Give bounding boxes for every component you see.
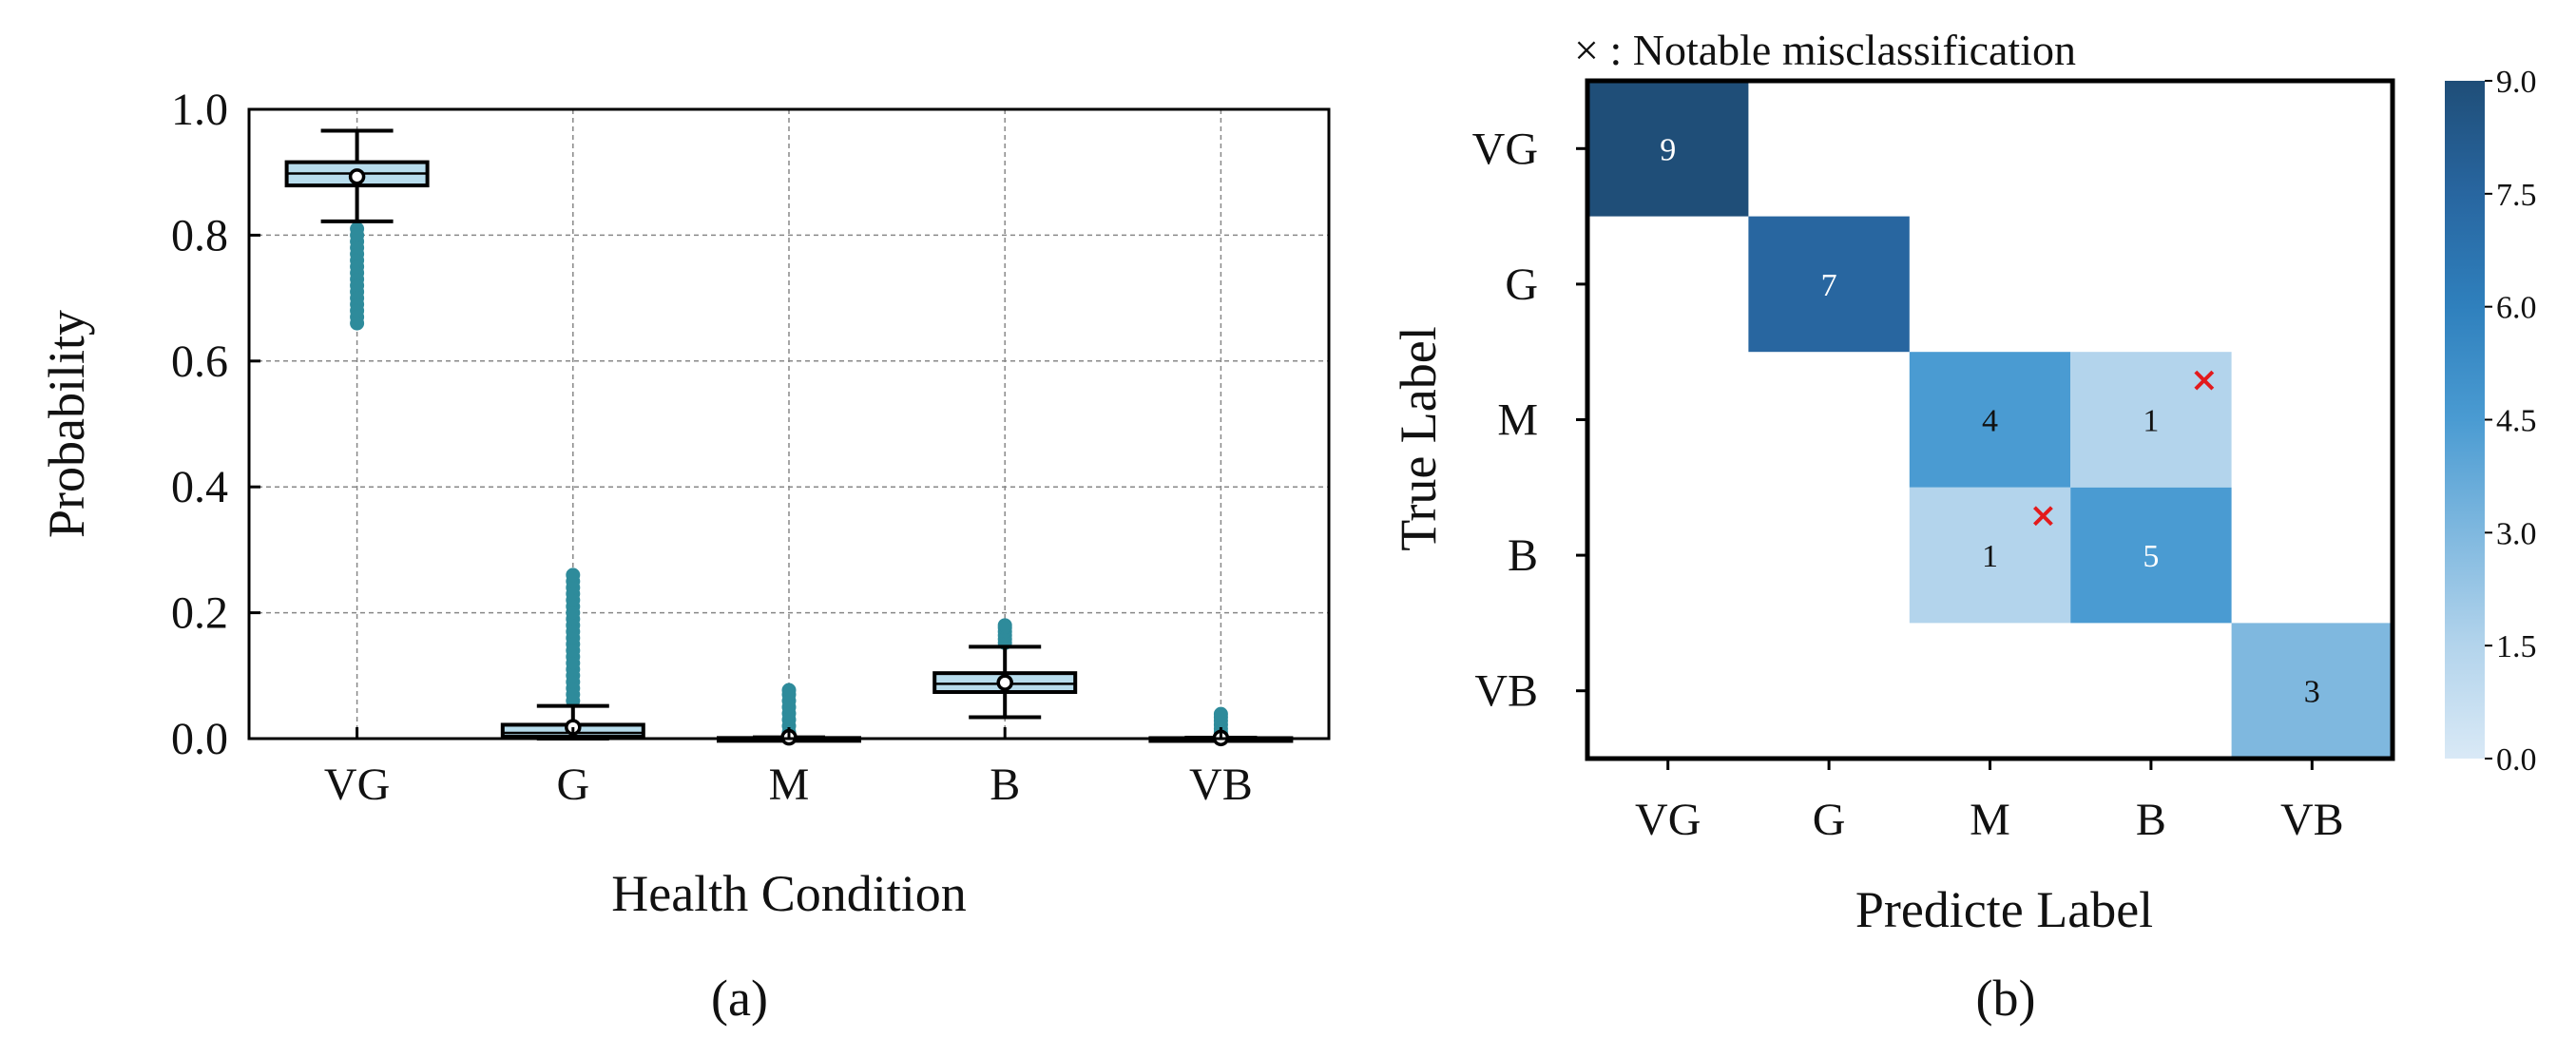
confusion-matrix-ticks: VG G M B VB VG G M B VB (1472, 124, 2344, 845)
matrix-cell-value: 9 (1660, 132, 1676, 167)
y-tick-label: M (1497, 395, 1538, 446)
y-tick-label: 0.4 (171, 462, 228, 512)
confusion-matrix-panel: 9 7 4 1 1 5 3 VG G M B VB VG G M B VB 0.0 1.5 3.0 4.5 6.0 7.… (1390, 26, 2537, 1027)
x-tick-label: B (2136, 795, 2166, 845)
matrix-cell (1909, 352, 2071, 488)
y-tick-label: B (1508, 530, 1538, 581)
box-plot-x-axis-title: Health Condition (611, 865, 966, 922)
x-tick-label: B (990, 760, 1020, 810)
box-plot-ticks: 0.0 0.2 0.4 0.6 0.8 1.0 VG G M B VB (171, 85, 1253, 810)
box-mean-marker (996, 674, 1013, 691)
x-tick-label: G (556, 760, 589, 810)
colorbar-tick-label: 0.0 (2496, 742, 2537, 778)
box-plot-gridlines (249, 108, 1329, 740)
x-tick-label: M (769, 760, 810, 810)
matrix-cell-value: 3 (2304, 675, 2320, 710)
colorbar-gradient (2445, 81, 2485, 759)
matrix-cell (2070, 487, 2232, 624)
matrix-cell-value: 4 (1982, 404, 1998, 439)
x-tick-label: VB (2280, 795, 2344, 845)
matrix-cell-value: 1 (2143, 404, 2159, 439)
x-tick-label: VB (1189, 760, 1253, 810)
box-flier-point (1213, 706, 1228, 721)
panel-label-b: (b) (1976, 970, 2036, 1027)
colorbar-tick-label: 1.5 (2496, 629, 2537, 664)
x-tick-label: VG (1635, 795, 1701, 845)
box-flier-point (781, 683, 797, 698)
matrix-cell (2231, 623, 2393, 759)
y-tick-label: 0.0 (171, 714, 228, 764)
x-tick-label: VG (324, 760, 390, 810)
matrix-cell (2070, 352, 2232, 488)
colorbar-tick-label: 6.0 (2496, 291, 2537, 326)
colorbar: 0.0 1.5 3.0 4.5 6.0 7.5 9.0 (2445, 65, 2537, 778)
box-VG (284, 128, 430, 331)
y-tick-label: G (1505, 260, 1538, 310)
panel-label-a: (a) (711, 970, 768, 1027)
misclassification-legend: × : Notable misclassification (1574, 26, 2076, 74)
matrix-cell-value: 7 (1821, 268, 1837, 303)
matrix-cell-value: 1 (1982, 539, 1998, 574)
box-plot-boxes (284, 128, 1294, 747)
confusion-matrix-y-axis-title: True Label (1390, 326, 1447, 550)
colorbar-tick-label: 4.5 (2496, 404, 2537, 439)
box-flier-point (350, 316, 365, 331)
box-flier-point (997, 618, 1012, 633)
matrix-cell (1909, 487, 2071, 624)
confusion-matrix-cells: 9 7 4 1 1 5 3 (1587, 81, 2393, 759)
box-G (500, 567, 645, 741)
colorbar-tick-label: 9.0 (2496, 65, 2537, 100)
box-plot-y-axis-title: Probability (38, 310, 95, 538)
y-tick-label: VB (1474, 666, 1538, 717)
matrix-cell (1748, 216, 1910, 353)
colorbar-tick-label: 3.0 (2496, 516, 2537, 551)
box-flier-point (566, 567, 581, 583)
matrix-cell-value: 5 (2143, 539, 2159, 574)
y-tick-label: 0.2 (171, 588, 228, 639)
y-tick-label: 0.6 (171, 337, 228, 387)
y-tick-label: 0.8 (171, 210, 228, 260)
colorbar-tick-label: 7.5 (2496, 178, 2537, 213)
box-plot-panel: 0.0 0.2 0.4 0.6 0.8 1.0 VG G M B VB Health Conditi… (38, 85, 1331, 1027)
confusion-matrix-x-axis-title: Predicte Label (1855, 881, 2153, 938)
x-tick-label: G (1813, 795, 1846, 845)
y-tick-label: 1.0 (171, 85, 228, 135)
matrix-cell (1587, 81, 1749, 217)
misclassification-marker (2194, 370, 2215, 391)
misclassification-marker (2032, 506, 2053, 527)
box-B (932, 618, 1078, 720)
box-mean-marker (348, 168, 366, 185)
y-tick-label: VG (1472, 124, 1538, 174)
x-tick-label: M (1970, 795, 2010, 845)
